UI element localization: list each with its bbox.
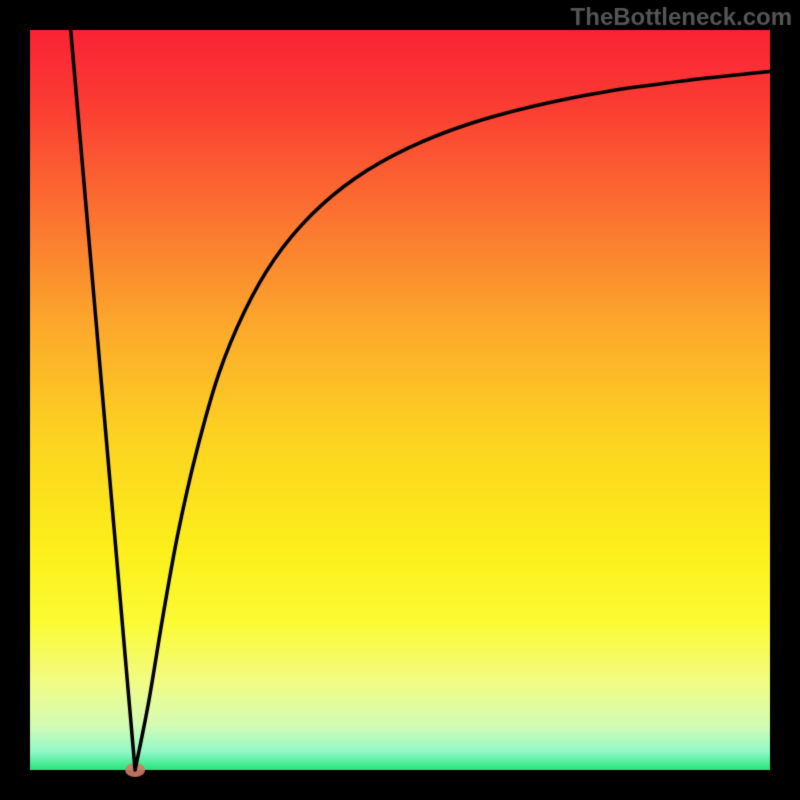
bottleneck-chart [0,0,800,800]
